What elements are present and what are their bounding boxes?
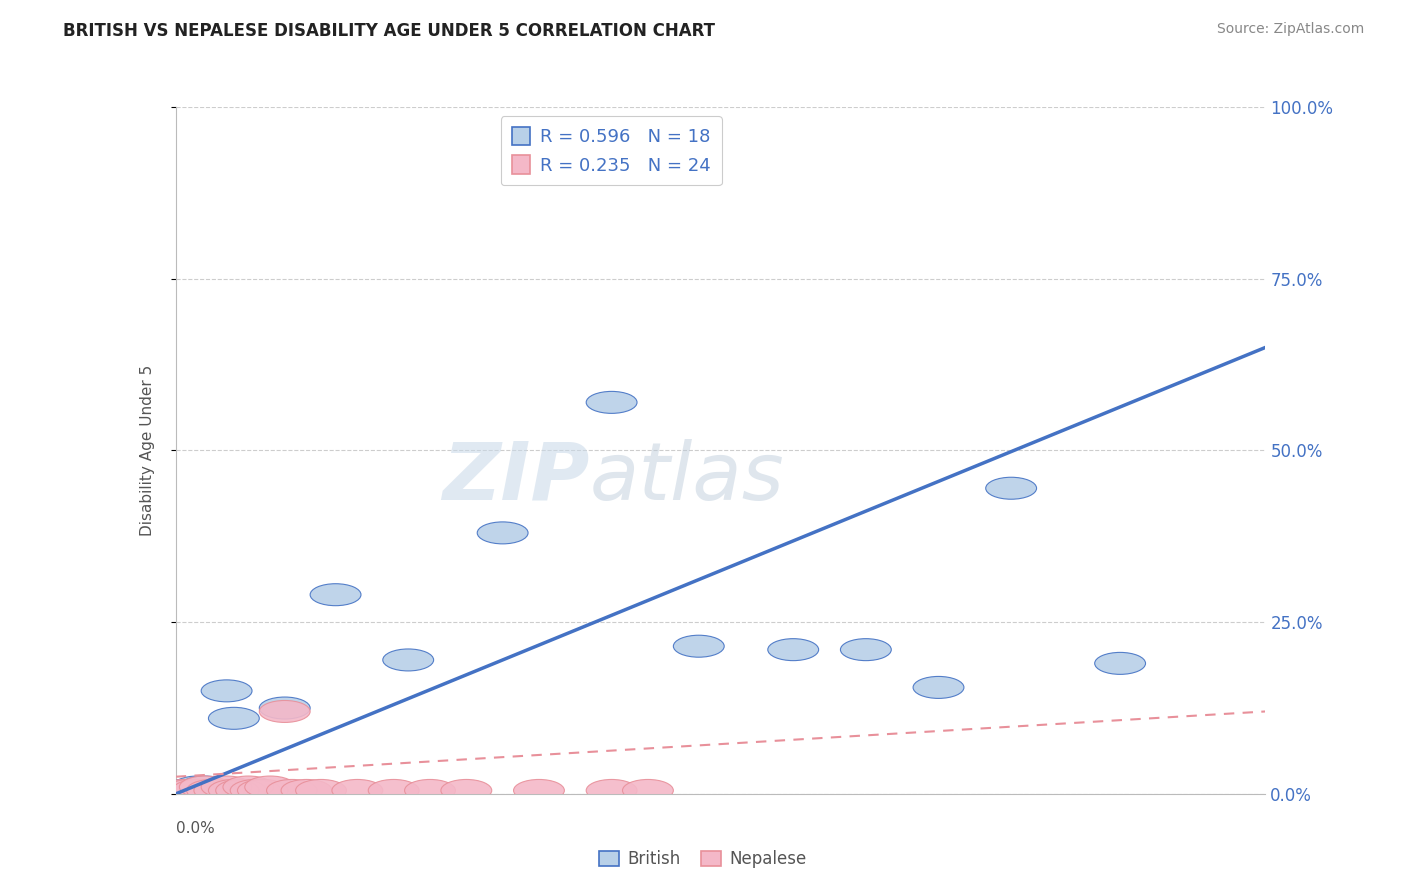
Text: BRITISH VS NEPALESE DISABILITY AGE UNDER 5 CORRELATION CHART: BRITISH VS NEPALESE DISABILITY AGE UNDER… [63, 22, 716, 40]
Text: ZIP: ZIP [443, 439, 591, 517]
Legend: R = 0.596   N = 18, R = 0.235   N = 24: R = 0.596 N = 18, R = 0.235 N = 24 [501, 116, 723, 186]
Y-axis label: Disability Age Under 5: Disability Age Under 5 [141, 365, 155, 536]
Text: Source: ZipAtlas.com: Source: ZipAtlas.com [1216, 22, 1364, 37]
Text: 0.0%: 0.0% [176, 822, 215, 837]
Text: atlas: atlas [591, 439, 785, 517]
Legend: British, Nepalese: British, Nepalese [593, 844, 813, 875]
